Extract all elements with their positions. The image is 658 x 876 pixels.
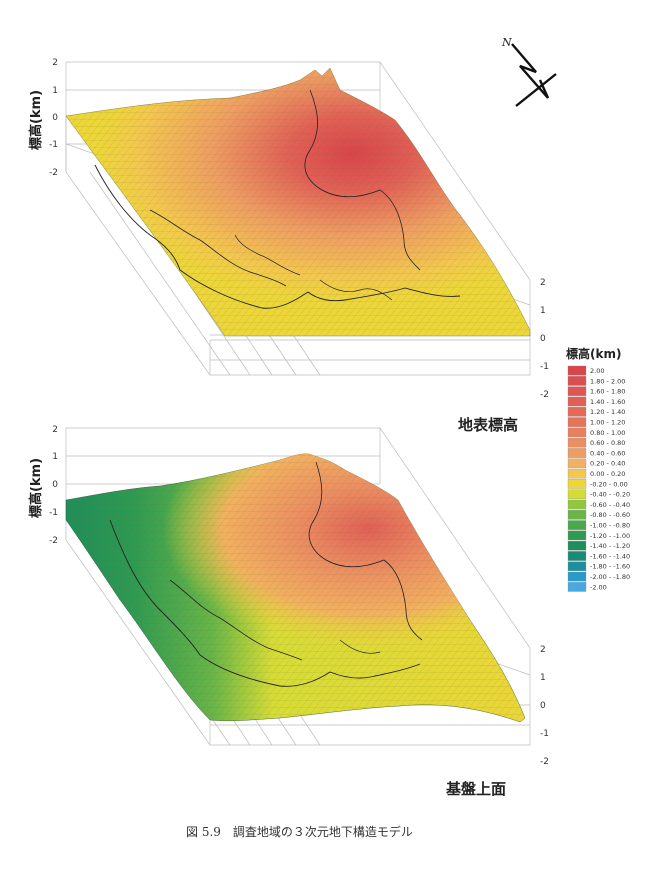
legend-label: 1.00 - 1.20 xyxy=(590,419,625,427)
legend-swatch xyxy=(567,427,587,438)
legend-label: 1.40 - 1.60 xyxy=(590,398,625,406)
legend-label: 1.20 - 1.40 xyxy=(590,408,625,416)
legend-swatch xyxy=(567,376,587,386)
legend-swatch xyxy=(567,489,587,499)
z-tick: 1 xyxy=(52,452,58,462)
z-tick: 1 xyxy=(52,86,58,96)
z-tick: -1 xyxy=(540,362,549,372)
z-tick: 1 xyxy=(540,673,546,683)
panel-surface-elevation: 2 1 0 -1 -2 標高(km) 2 1 0 -1 -2 地表標高 xyxy=(28,58,549,434)
legend-label: 0.80 - 1.00 xyxy=(590,429,625,437)
legend-swatch xyxy=(567,396,587,407)
z-tick: 0 xyxy=(52,113,58,123)
legend-swatch xyxy=(567,458,587,469)
legend-label: 0.60 - 0.80 xyxy=(590,439,625,447)
legend-swatch xyxy=(567,561,587,572)
z-tick: 1 xyxy=(540,306,546,316)
legend-label: -1.00 - -0.80 xyxy=(590,522,630,530)
legend-label: 2.00 xyxy=(590,367,604,375)
legend-swatch xyxy=(567,468,587,479)
panel-basement-surface: 2 1 0 -1 -2 標高(km) 2 1 0 -1 -2 基盤上面 xyxy=(28,425,549,798)
legend-swatch xyxy=(567,540,587,551)
legend-label: -0.40 - -0.20 xyxy=(590,491,630,499)
z-tick: -1 xyxy=(49,140,58,150)
z-axis-left-bottom: 2 1 0 -1 -2 標高(km) xyxy=(28,425,58,546)
legend-swatch xyxy=(567,448,587,458)
legend-label: -0.20 - 0.00 xyxy=(590,480,628,488)
legend-swatch xyxy=(567,520,587,530)
legend-label: 0.20 - 0.40 xyxy=(590,460,625,468)
legend-swatch xyxy=(567,582,587,592)
legend-label: 1.80 - 2.00 xyxy=(590,377,625,385)
legend-items: 2.00 1.80 - 2.00 1.60 - 1.80 1.40 - 1.60 1.2… xyxy=(567,365,630,592)
z-tick: 0 xyxy=(52,480,58,490)
north-arrow-icon: N xyxy=(501,36,557,107)
terrain-surface-top xyxy=(65,67,531,337)
color-legend: 標高(km) 2.00 1.80 - 2.00 1.60 - 1.80 1.40 - … xyxy=(566,346,630,592)
legend-label: 1.60 - 1.80 xyxy=(590,388,625,396)
legend-swatch xyxy=(567,417,587,427)
legend-swatch xyxy=(567,437,587,448)
north-label: N xyxy=(501,36,512,49)
legend-label: -0.60 - -0.40 xyxy=(590,501,630,509)
legend-swatch xyxy=(567,551,587,561)
z-tick: 0 xyxy=(540,701,546,711)
legend-title: 標高(km) xyxy=(566,346,621,361)
z-tick: -2 xyxy=(540,757,549,767)
legend-swatch xyxy=(567,499,587,510)
legend-label: -1.80 - -1.60 xyxy=(590,563,630,571)
legend-label: 0.40 - 0.60 xyxy=(590,449,625,457)
z-tick: 2 xyxy=(540,645,546,655)
legend-label: -0.80 - -0.60 xyxy=(590,511,630,519)
legend-swatch xyxy=(567,571,587,582)
legend-label: -2.00 xyxy=(590,583,607,591)
z-axis-label: 標高(km) xyxy=(28,458,44,518)
z-tick: 0 xyxy=(540,334,546,344)
legend-label: -2.00 - -1.80 xyxy=(590,573,630,581)
legend-label: 0.00 - 0.20 xyxy=(590,470,625,478)
legend-label: -1.60 - -1.40 xyxy=(590,552,630,560)
legend-label: -1.40 - -1.20 xyxy=(590,542,630,550)
figure-caption: 図 5.9 調査地域の３次元地下構造モデル xyxy=(186,824,413,839)
panel-title-basement: 基盤上面 xyxy=(445,780,506,798)
z-tick: -1 xyxy=(540,729,549,739)
legend-swatch xyxy=(567,510,587,520)
legend-swatch xyxy=(567,407,587,417)
legend-swatch xyxy=(567,365,587,376)
z-tick: 2 xyxy=(52,58,58,68)
z-axis-right-bottom: 2 1 0 -1 -2 xyxy=(540,645,549,767)
legend-swatch xyxy=(567,386,587,396)
z-tick: -2 xyxy=(49,536,58,546)
panel-title-surface: 地表標高 xyxy=(458,416,518,434)
legend-label: -1.20 - -1.00 xyxy=(590,532,630,540)
z-tick: 2 xyxy=(52,425,58,435)
z-axis-right-top: 2 1 0 -1 -2 xyxy=(540,278,549,400)
legend-swatch xyxy=(567,479,587,489)
legend-swatch xyxy=(567,530,587,541)
z-tick: -1 xyxy=(49,508,58,518)
z-tick: -2 xyxy=(49,168,58,178)
z-axis-left-top: 2 1 0 -1 -2 標高(km) xyxy=(28,58,58,178)
z-tick: -2 xyxy=(540,390,549,400)
terrain-surface-bottom xyxy=(65,453,526,723)
z-tick: 2 xyxy=(540,278,546,288)
z-axis-label: 標高(km) xyxy=(28,90,44,150)
